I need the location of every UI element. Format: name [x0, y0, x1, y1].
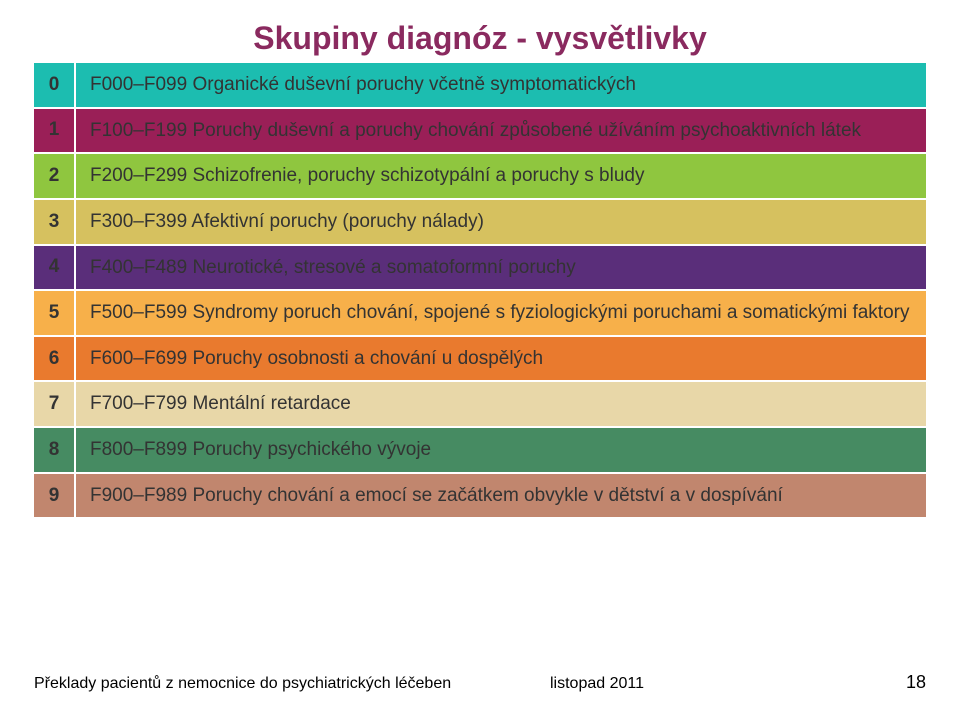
- row-text: F200–F299 Schizofrenie, poruchy schizoty…: [76, 154, 926, 198]
- row-text: F500–F599 Syndromy poruch chování, spoje…: [76, 291, 926, 335]
- footer-page: 18: [906, 672, 926, 693]
- row-number: 1: [34, 109, 76, 153]
- row-text: F100–F199 Poruchy duševní a poruchy chov…: [76, 109, 926, 153]
- table-row: 6F600–F699 Poruchy osobnosti a chování u…: [34, 337, 926, 381]
- table-row: 4F400–F489 Neurotické, stresové a somato…: [34, 246, 926, 290]
- table-row: 2F200–F299 Schizofrenie, poruchy schizot…: [34, 154, 926, 198]
- slide: Skupiny diagnóz - vysvětlivky 0F000–F099…: [0, 0, 960, 707]
- footer-date: listopad 2011: [550, 675, 644, 693]
- row-number: 8: [34, 428, 76, 472]
- row-number: 3: [34, 200, 76, 244]
- row-text: F300–F399 Afektivní poruchy (poruchy nál…: [76, 200, 926, 244]
- row-text: F900–F989 Poruchy chování a emocí se zač…: [76, 474, 926, 518]
- category-table: 0F000–F099 Organické duševní poruchy vče…: [34, 63, 926, 517]
- row-text: F700–F799 Mentální retardace: [76, 382, 926, 426]
- table-row: 7F700–F799 Mentální retardace: [34, 382, 926, 426]
- row-number: 7: [34, 382, 76, 426]
- row-number: 5: [34, 291, 76, 335]
- row-number: 4: [34, 246, 76, 290]
- table-row: 9F900–F989 Poruchy chování a emocí se za…: [34, 474, 926, 518]
- footer-left: Překlady pacientů z nemocnice do psychia…: [34, 675, 451, 692]
- row-number: 9: [34, 474, 76, 518]
- table-row: 3F300–F399 Afektivní poruchy (poruchy ná…: [34, 200, 926, 244]
- table-row: 8F800–F899 Poruchy psychického vývoje: [34, 428, 926, 472]
- table-row: 1F100–F199 Poruchy duševní a poruchy cho…: [34, 109, 926, 153]
- table-row: 0F000–F099 Organické duševní poruchy vče…: [34, 63, 926, 107]
- row-number: 0: [34, 63, 76, 107]
- footer: Překlady pacientů z nemocnice do psychia…: [34, 675, 926, 693]
- table-row: 5F500–F599 Syndromy poruch chování, spoj…: [34, 291, 926, 335]
- slide-title: Skupiny diagnóz - vysvětlivky: [0, 0, 960, 63]
- row-text: F600–F699 Poruchy osobnosti a chování u …: [76, 337, 926, 381]
- row-number: 6: [34, 337, 76, 381]
- row-text: F800–F899 Poruchy psychického vývoje: [76, 428, 926, 472]
- row-text: F400–F489 Neurotické, stresové a somatof…: [76, 246, 926, 290]
- row-number: 2: [34, 154, 76, 198]
- row-text: F000–F099 Organické duševní poruchy včet…: [76, 63, 926, 107]
